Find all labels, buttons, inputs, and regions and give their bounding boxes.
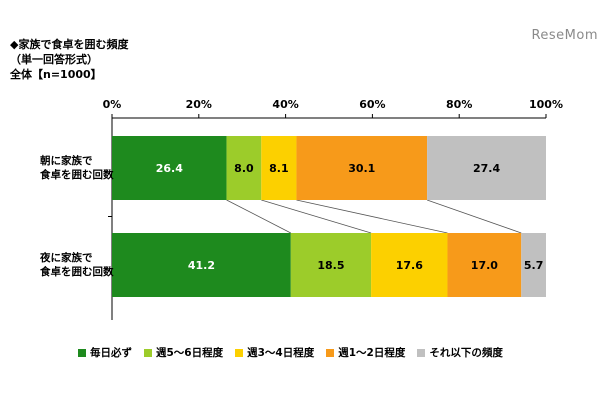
x-tick-label: 0% xyxy=(103,98,122,111)
legend: 毎日必ず 週5～6日程度 週3～4日程度 週1～2日程度 それ以下の頻度 xyxy=(78,345,503,360)
sample-size: 全体【n=1000】 xyxy=(10,68,102,81)
bar-segment xyxy=(296,136,428,200)
legend-item: 週3～4日程度 xyxy=(235,345,314,360)
category-label-line: 朝に家族で xyxy=(40,155,93,167)
bar-segment xyxy=(112,136,227,200)
chart-title: ◆家族で食卓を囲む頻度 xyxy=(10,38,129,51)
category-label: 夜に家族で食卓を囲む回数 xyxy=(40,251,116,279)
category-label-line: 夜に家族で xyxy=(40,252,93,264)
bar-segment xyxy=(427,136,546,200)
data-label: 41.2 xyxy=(188,259,215,272)
data-label: 30.1 xyxy=(348,162,375,175)
x-tick-label: 100% xyxy=(529,98,563,111)
watermark-logo: ReseMom xyxy=(531,28,598,43)
category-label: 朝に家族で食卓を囲む回数 xyxy=(40,154,116,182)
series-connector-line xyxy=(426,199,522,234)
legend-label: 週5～6日程度 xyxy=(156,347,224,359)
legend-swatch xyxy=(78,348,86,357)
legend-label: 週3～4日程度 xyxy=(247,347,315,359)
series-connector-line xyxy=(261,199,372,234)
data-label: 26.4 xyxy=(156,162,183,175)
data-label: 17.0 xyxy=(471,259,498,272)
legend-item: 週5～6日程度 xyxy=(144,345,223,360)
bar-segment xyxy=(521,233,546,297)
category-label-line: 食卓を囲む回数 xyxy=(40,169,114,181)
legend-label: それ以下の頻度 xyxy=(429,347,503,359)
data-label: 17.6 xyxy=(396,259,423,272)
data-label: 8.1 xyxy=(269,162,289,175)
chart-subtitle: （単一回答形式） xyxy=(10,53,98,66)
data-label: 8.0 xyxy=(234,162,254,175)
legend-item: 毎日必ず xyxy=(78,345,132,360)
data-label: 5.7 xyxy=(524,259,544,272)
bar-segment xyxy=(371,233,448,297)
series-connector-line xyxy=(296,199,448,234)
data-label: 18.5 xyxy=(317,259,344,272)
legend-item: それ以下の頻度 xyxy=(417,345,503,360)
data-label: 27.4 xyxy=(473,162,500,175)
legend-swatch xyxy=(326,348,335,357)
legend-label: 週1～2日程度 xyxy=(338,347,406,359)
bar-segment xyxy=(261,136,297,200)
x-tick-label: 80% xyxy=(446,98,472,111)
legend-item: 週1～2日程度 xyxy=(326,345,405,360)
bar-segment xyxy=(112,233,291,297)
legend-swatch xyxy=(417,348,426,357)
legend-label: 毎日必ず xyxy=(90,347,132,359)
legend-swatch xyxy=(235,348,244,357)
x-tick-label: 40% xyxy=(272,98,298,111)
legend-swatch xyxy=(144,348,152,357)
series-connector-line xyxy=(226,199,291,234)
bar-segment xyxy=(290,233,372,297)
bar-segment xyxy=(447,233,522,297)
x-tick-label: 20% xyxy=(186,98,212,111)
x-tick-label: 60% xyxy=(359,98,385,111)
title-block: ◆家族で食卓を囲む頻度 （単一回答形式） 全体【n=1000】 xyxy=(10,37,128,82)
bar-segment xyxy=(226,136,262,200)
category-label-line: 食卓を囲む回数 xyxy=(40,266,114,278)
